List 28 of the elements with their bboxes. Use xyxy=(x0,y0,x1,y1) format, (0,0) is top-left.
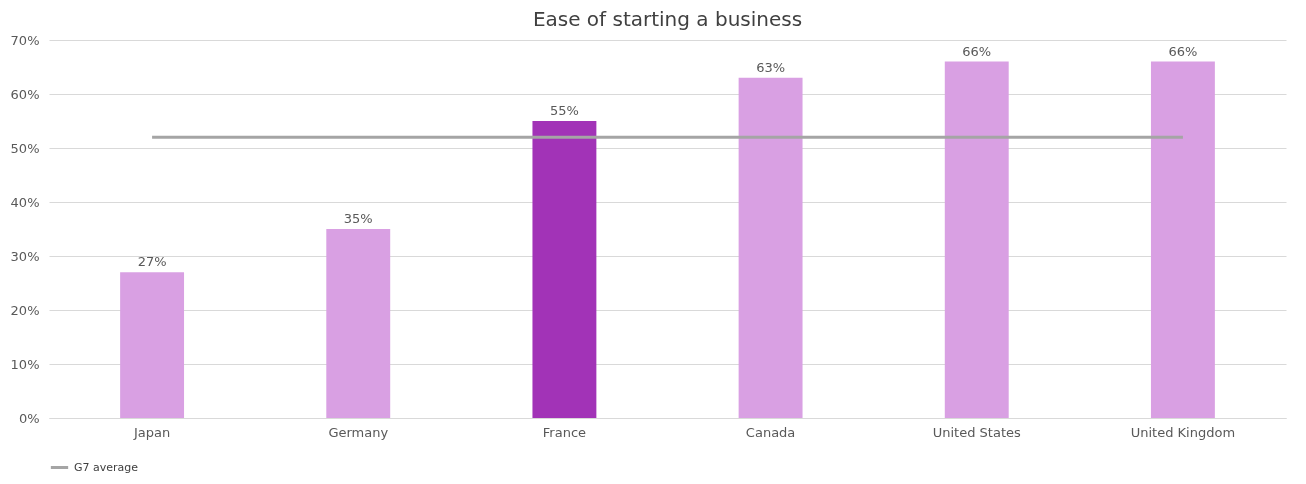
y-tick-label: 10% xyxy=(10,356,40,372)
x-tick-label: France xyxy=(542,424,587,440)
bar xyxy=(532,121,597,418)
y-tick-label: 60% xyxy=(10,86,40,102)
bar xyxy=(1150,61,1215,418)
bar xyxy=(120,272,185,418)
y-tick-label: 50% xyxy=(10,140,40,156)
bar xyxy=(326,229,391,418)
x-tick-label: Canada xyxy=(745,424,796,440)
data-label: 55% xyxy=(549,103,579,118)
chart-title: Ease of starting a business xyxy=(532,7,803,31)
y-tick-label: 20% xyxy=(10,302,40,318)
x-tick-label: Japan xyxy=(132,424,171,440)
legend-label: G7 average xyxy=(74,460,139,474)
y-tick-label: 30% xyxy=(10,248,40,264)
data-label: 35% xyxy=(343,211,373,226)
bar xyxy=(738,77,803,418)
bar xyxy=(944,61,1009,418)
y-tick-label: 70% xyxy=(10,32,40,48)
data-label: 66% xyxy=(1168,43,1198,59)
x-tick-label: United Kingdom xyxy=(1130,424,1236,440)
data-label: 27% xyxy=(137,254,167,270)
data-label: 66% xyxy=(962,43,992,59)
data-label: 63% xyxy=(756,59,786,75)
y-tick-label: 0% xyxy=(18,410,40,426)
x-tick-label: Germany xyxy=(328,424,389,440)
x-tick-label: United States xyxy=(932,424,1021,440)
y-tick-label: 40% xyxy=(10,194,40,210)
